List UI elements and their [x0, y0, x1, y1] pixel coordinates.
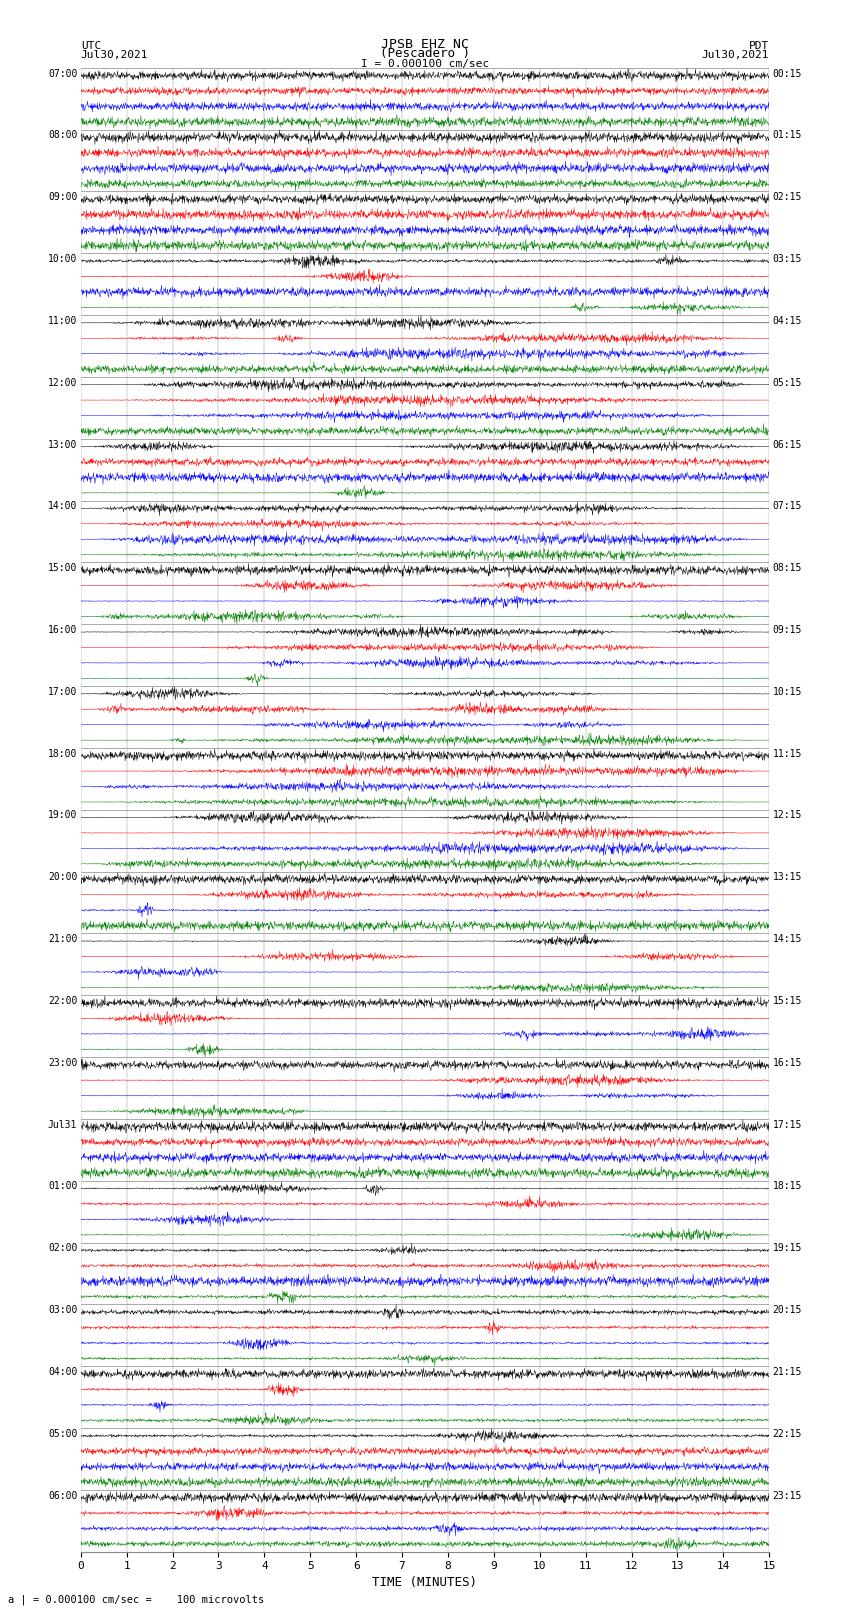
Text: 01:00: 01:00: [48, 1181, 77, 1192]
Text: I = 0.000100 cm/sec: I = 0.000100 cm/sec: [361, 58, 489, 69]
Text: Jul30,2021: Jul30,2021: [702, 50, 769, 60]
X-axis label: TIME (MINUTES): TIME (MINUTES): [372, 1576, 478, 1589]
Text: 03:00: 03:00: [48, 1305, 77, 1315]
Text: 15:00: 15:00: [48, 563, 77, 573]
Text: 02:15: 02:15: [773, 192, 802, 202]
Text: 21:15: 21:15: [773, 1366, 802, 1378]
Text: 06:15: 06:15: [773, 439, 802, 450]
Text: 01:15: 01:15: [773, 131, 802, 140]
Text: 08:00: 08:00: [48, 131, 77, 140]
Text: 14:00: 14:00: [48, 502, 77, 511]
Text: 14:15: 14:15: [773, 934, 802, 944]
Text: 07:00: 07:00: [48, 68, 77, 79]
Text: 13:15: 13:15: [773, 873, 802, 882]
Text: 04:15: 04:15: [773, 316, 802, 326]
Text: JPSB EHZ NC: JPSB EHZ NC: [381, 37, 469, 50]
Text: 23:00: 23:00: [48, 1058, 77, 1068]
Text: 22:15: 22:15: [773, 1429, 802, 1439]
Text: 19:15: 19:15: [773, 1244, 802, 1253]
Text: 23:15: 23:15: [773, 1490, 802, 1500]
Text: PDT: PDT: [749, 40, 769, 50]
Text: 02:00: 02:00: [48, 1244, 77, 1253]
Text: Jul31: Jul31: [48, 1119, 77, 1129]
Text: 05:00: 05:00: [48, 1429, 77, 1439]
Text: 17:15: 17:15: [773, 1119, 802, 1129]
Text: UTC: UTC: [81, 40, 101, 50]
Text: 22:00: 22:00: [48, 995, 77, 1007]
Text: 05:15: 05:15: [773, 377, 802, 387]
Text: a | = 0.000100 cm/sec =    100 microvolts: a | = 0.000100 cm/sec = 100 microvolts: [8, 1594, 264, 1605]
Text: 03:15: 03:15: [773, 253, 802, 265]
Text: 21:00: 21:00: [48, 934, 77, 944]
Text: 04:00: 04:00: [48, 1366, 77, 1378]
Text: 12:15: 12:15: [773, 810, 802, 821]
Text: 11:15: 11:15: [773, 748, 802, 758]
Text: 18:15: 18:15: [773, 1181, 802, 1192]
Text: 13:00: 13:00: [48, 439, 77, 450]
Text: (Pescadero ): (Pescadero ): [380, 47, 470, 60]
Text: 11:00: 11:00: [48, 316, 77, 326]
Text: 17:00: 17:00: [48, 687, 77, 697]
Text: 20:00: 20:00: [48, 873, 77, 882]
Text: 20:15: 20:15: [773, 1305, 802, 1315]
Text: 09:00: 09:00: [48, 192, 77, 202]
Text: Jul30,2021: Jul30,2021: [81, 50, 148, 60]
Text: 07:15: 07:15: [773, 502, 802, 511]
Text: 19:00: 19:00: [48, 810, 77, 821]
Text: 10:00: 10:00: [48, 253, 77, 265]
Text: 08:15: 08:15: [773, 563, 802, 573]
Text: 06:00: 06:00: [48, 1490, 77, 1500]
Text: 00:15: 00:15: [773, 68, 802, 79]
Text: 16:00: 16:00: [48, 624, 77, 636]
Text: 12:00: 12:00: [48, 377, 77, 387]
Text: 09:15: 09:15: [773, 624, 802, 636]
Text: 10:15: 10:15: [773, 687, 802, 697]
Text: 16:15: 16:15: [773, 1058, 802, 1068]
Text: 15:15: 15:15: [773, 995, 802, 1007]
Text: 18:00: 18:00: [48, 748, 77, 758]
